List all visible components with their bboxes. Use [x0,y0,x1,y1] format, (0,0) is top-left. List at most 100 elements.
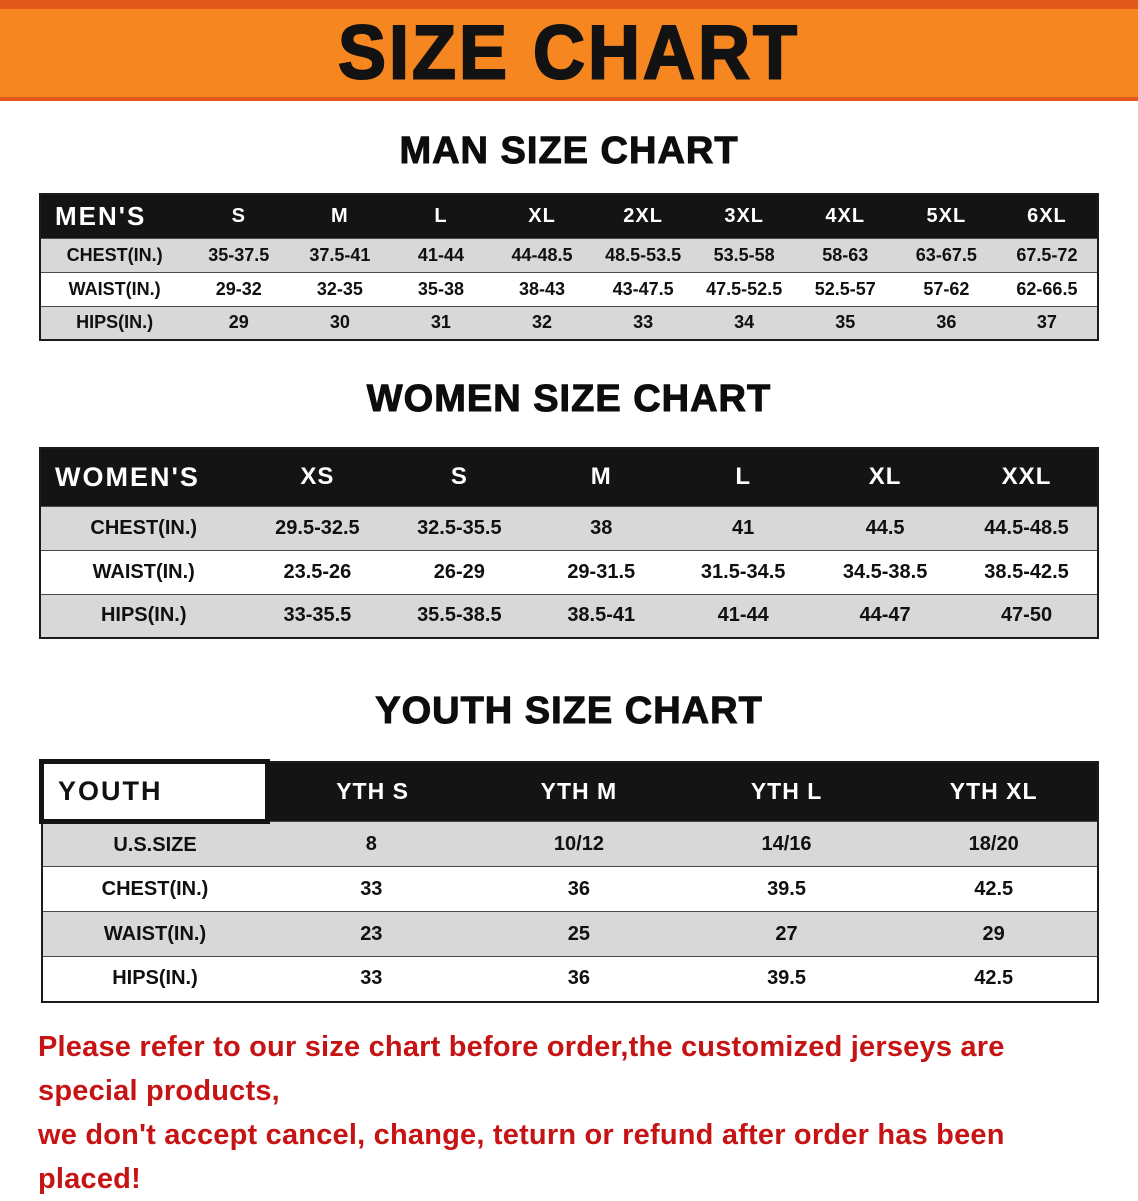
row-label: CHEST(IN.) [66,244,163,265]
table-header-row: MEN'S S M L XL 2XL 3XL 4XL 5XL 6XL [40,194,1098,238]
value-cell: 48.5-53.5 [605,244,682,265]
value-cell: 27 [775,922,798,945]
value-cell: 43-47.5 [612,278,674,299]
table-header-row: YOUTH YTH S YTH M YTH L YTH XL [38,759,1098,824]
table-row: HIPS(IN.) 33 36 39.5 42.5 [41,956,1098,1002]
value-cell: 29.5-32.5 [275,516,360,539]
value-cell: 36 [567,877,591,900]
value-cell: 32.5-35.5 [417,516,502,539]
value-cell: 8 [365,832,377,855]
youth-table-wrap: YOUTH YTH S YTH M YTH L YTH XL U.S.SIZE 8 10/12… [38,759,1099,1003]
value-cell: 34 [734,312,755,333]
value-cell: 44-47 [859,604,911,627]
women-size-table: WOMEN'S XS S M L XL XXL CHEST(IN.) 29.5-32.5 32.5… [39,447,1099,639]
table-row: WAIST(IN.) 23 25 27 29 [41,911,1098,957]
table-corner-label: YOUTH [38,759,271,824]
value-cell: 44.5 [865,516,905,539]
table-row: CHEST(IN.) 33 36 39.5 42.5 [41,866,1098,912]
value-cell: 29-32 [215,278,262,299]
value-cell: 33 [633,312,654,333]
value-cell: 58-63 [822,244,869,265]
size-column-header: 4XL [794,194,896,238]
table-header-row: WOMEN'S XS S M L XL XXL [40,448,1098,506]
value-cell: 41 [732,516,755,539]
table-corner-label: MEN'S [40,194,189,238]
value-cell: 38-43 [519,278,566,299]
table-row: HIPS(IN.) 33-35.5 35.5-38.5 38.5-41 41-44 44-… [40,594,1098,638]
table-row: WAIST(IN.) 29-32 32-35 35-38 38-43 43-47.5 47.… [40,272,1098,306]
page-title: SIZE CHART [337,10,800,96]
table-row: CHEST(IN.) 29.5-32.5 32.5-35.5 38 41 44.5 44.5… [40,506,1098,550]
value-cell: 35-37.5 [208,244,270,265]
value-cell: 44.5-48.5 [984,516,1069,539]
youth-size-table: YOUTH YTH S YTH M YTH L YTH XL U.S.SIZE 8 10/12… [38,759,1099,1003]
value-cell: 62-66.5 [1016,278,1078,299]
value-cell: 41-44 [417,244,464,265]
row-label: WAIST(IN.) [103,922,207,945]
value-cell: 37.5-41 [309,244,371,265]
value-cell: 33-35.5 [283,604,352,627]
women-size-section: WOMEN SIZE CHART WOMEN'S XS S M L XL XXL CHEST(… [0,377,1138,639]
value-cell: 14/16 [761,832,812,855]
size-column-header: M [530,448,673,506]
value-cell: 25 [567,922,591,945]
order-notice: Please refer to our size chart before or… [38,1025,1100,1201]
row-label: WAIST(IN.) [92,560,195,583]
value-cell: 26-29 [433,560,485,583]
value-cell: 32-35 [316,278,363,299]
value-cell: 39.5 [767,967,806,990]
size-column-header: XXL [956,448,1098,506]
table-row: U.S.SIZE 8 10/12 14/16 18/20 [41,821,1098,867]
size-column-header: 3XL [693,194,795,238]
value-cell: 36 [936,312,957,333]
value-cell: 36 [567,967,591,990]
notice-line-1: Please refer to our size chart before or… [38,1030,1005,1107]
size-column-header: XS [246,448,389,506]
size-column-header: XL [814,448,957,506]
table-row: WAIST(IN.) 23.5-26 26-29 29-31.5 31.5-34.5 34… [40,550,1098,594]
value-cell: 29 [228,312,249,333]
size-column-header: S [188,194,290,238]
value-cell: 35 [835,312,856,333]
women-table-wrap: WOMEN'S XS S M L XL XXL CHEST(IN.) 29.5-32.5 32.5… [39,447,1099,639]
size-column-header: XL [491,194,593,238]
value-cell: 42.5 [974,967,1014,990]
value-cell: 34.5-38.5 [842,560,928,583]
title-banner: SIZE CHART [0,0,1138,101]
value-cell: 33 [360,967,383,990]
row-label: HIPS(IN.) [76,312,154,333]
size-column-header: YTH M [475,761,683,822]
row-label: CHEST(IN.) [101,877,209,900]
value-cell: 63-67.5 [915,244,977,265]
value-cell: 30 [329,312,350,333]
value-cell: 31 [430,312,451,333]
size-column-header: 5XL [895,194,997,238]
value-cell: 29 [982,922,1005,945]
size-column-header: L [672,448,815,506]
value-cell: 32 [532,312,553,333]
size-column-header: L [390,194,492,238]
size-column-header: YTH L [682,761,891,822]
value-cell: 47-50 [1000,604,1053,627]
value-cell: 35-38 [417,278,464,299]
row-label: CHEST(IN.) [90,516,198,539]
value-cell: 23 [360,922,383,945]
value-cell: 67.5-72 [1016,244,1078,265]
value-cell: 35.5-38.5 [417,604,502,627]
notice-line-2: we don't accept cancel, change, teturn o… [38,1118,1005,1195]
value-cell: 38.5-41 [567,604,636,627]
size-column-header: YTH S [267,761,476,822]
value-cell: 33 [360,877,383,900]
men-size-table: MEN'S S M L XL 2XL 3XL 4XL 5XL 6XL CHEST(IN.) 35-37… [39,193,1099,341]
size-column-header: YTH XL [890,761,1098,822]
value-cell: 23.5-26 [283,560,352,583]
value-cell: 52.5-57 [814,278,876,299]
men-size-section: MAN SIZE CHART MEN'S S M L XL 2XL 3XL 4XL 5XL 6XL… [0,129,1138,341]
youth-section-heading: YOUTH SIZE CHART [375,690,763,733]
table-row: CHEST(IN.) 35-37.5 37.5-41 41-44 44-48.5 48.5… [40,238,1098,272]
value-cell: 39.5 [767,877,806,900]
value-cell: 41-44 [717,604,769,627]
value-cell: 18/20 [968,832,1019,855]
value-cell: 37 [1036,312,1057,333]
